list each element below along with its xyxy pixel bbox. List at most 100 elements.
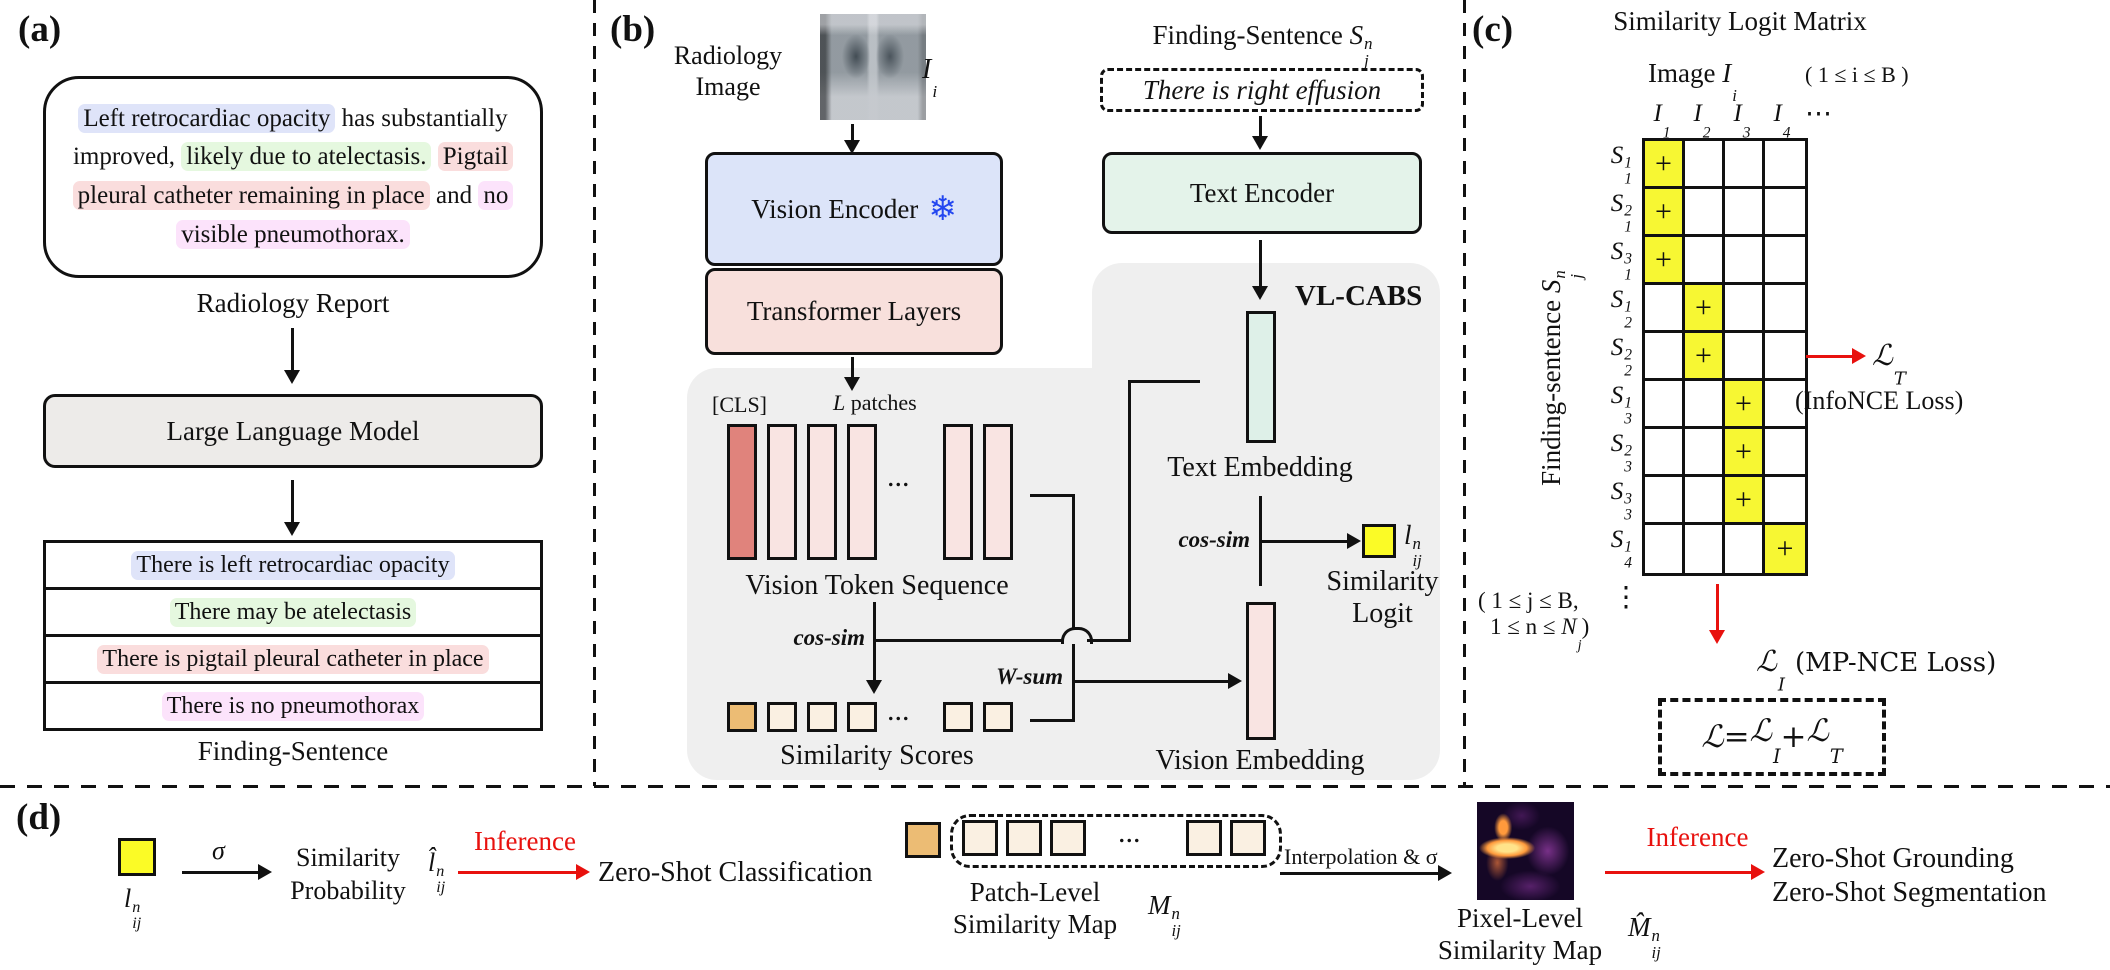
- vision-token-caption: Vision Token Sequence: [745, 570, 1009, 601]
- similarity-logit-caption-line2: Logit: [1352, 598, 1413, 630]
- panel-d-tag: (d): [16, 797, 62, 838]
- arrow-matrix-to-li: [1716, 584, 1719, 632]
- finding-sentence-row: There is left retrocardiac opacity: [46, 543, 540, 587]
- zero-shot-grounding-label: Zero-Shot Grounding: [1772, 843, 2014, 874]
- connector-tokens-down: [873, 602, 876, 682]
- arrow-interpolation: [1280, 872, 1440, 875]
- matrix-column-ellipsis: ⋯: [1805, 98, 1832, 128]
- radiology-report-caption: Radiology Report: [196, 288, 390, 318]
- matrix-row: +: [1645, 525, 1805, 573]
- arrow-text-encoder-down-head: [1252, 286, 1268, 300]
- zero-shot-classification-label: Zero-Shot Classification: [598, 857, 873, 888]
- matrix-cell: +: [1645, 237, 1685, 285]
- similarity-score-square: [943, 702, 973, 732]
- panel-separator-a-b: [593, 0, 596, 786]
- patch-level-caption: Patch-Level Similarity Map: [935, 876, 1135, 941]
- similarity-score-square: [727, 702, 757, 732]
- arrow-text-encoder-down: [1259, 240, 1262, 288]
- report-segment: likely due to atelectasis.: [181, 142, 432, 172]
- matrix-row: +: [1645, 333, 1805, 381]
- interpolation-label: Interpolation & σ: [1284, 844, 1438, 869]
- cos-sim-label-2: cos-sim: [1178, 527, 1250, 552]
- matrix-row: +: [1645, 285, 1805, 333]
- text-encoder-label: Text Encoder: [1189, 177, 1335, 208]
- report-segment: [431, 143, 437, 170]
- vl-cabs-title: VL-CABS: [1295, 280, 1423, 312]
- similarity-score-square: [767, 702, 797, 732]
- patch-token-bar: [983, 424, 1013, 560]
- arrow-report-to-llm-head: [284, 370, 300, 384]
- matrix-row: +: [1645, 429, 1805, 477]
- similarity-score-square: [983, 702, 1013, 732]
- arrow-inference-2-head: [1751, 864, 1765, 880]
- matrix-cell: +: [1725, 477, 1765, 525]
- finding-sentence-axis-text: Finding-sentence: [1535, 293, 1566, 486]
- arrow-llm-to-sentences: [291, 480, 294, 524]
- radiology-report-box: Left retrocardiac opacity has substantia…: [43, 76, 543, 278]
- arrow-interpolation-head: [1438, 865, 1452, 881]
- lt-loss-name: (InfoNCE Loss): [1795, 386, 1964, 415]
- patch-map-square: [1006, 820, 1042, 856]
- matrix-cell: [1685, 429, 1725, 477]
- connector-scores-right: [1030, 719, 1075, 722]
- matrix-cell: +: [1765, 525, 1805, 573]
- text-embedding-bar: [1246, 311, 1276, 443]
- cos-sim-label-1: cos-sim: [793, 625, 865, 650]
- w-sum-label: W-sum: [996, 664, 1063, 689]
- matrix-cell: [1725, 141, 1765, 189]
- vision-encoder-box: Vision Encoder ❄: [705, 152, 1003, 266]
- arrow-sentence-to-text-encoder: [1259, 116, 1262, 138]
- finding-sentence-text: There is no pneumothorax: [161, 691, 425, 721]
- matrix-cell: +: [1645, 189, 1685, 237]
- similarity-probability-caption: Similarity Probability: [278, 842, 418, 907]
- arrow-matrix-to-lt-head: [1852, 348, 1866, 364]
- logit-square-d: [118, 838, 156, 876]
- arrow-transformer-to-tokens-head: [844, 377, 860, 391]
- matrix-cell: [1685, 525, 1725, 573]
- patch-map-square: [1230, 820, 1266, 856]
- connector-cossim-horizontal-1: [874, 639, 1064, 642]
- text-embedding-caption: Text Embedding: [1167, 452, 1353, 483]
- patch-map-dashed-box: [950, 814, 1282, 868]
- patch-map-squares: ...: [950, 814, 1282, 868]
- arrow-sentence-to-text-encoder-head: [1252, 136, 1268, 150]
- matrix-cell: [1685, 237, 1725, 285]
- score-ellipsis: ...: [887, 694, 910, 727]
- panel-b-tag: (b): [610, 9, 656, 50]
- matrix-cell: [1765, 237, 1805, 285]
- matrix-vertical-ellipsis: ⋮: [1612, 582, 1640, 613]
- patch-token-bar: [767, 424, 797, 560]
- arrow-to-similarity-scores-head: [866, 680, 882, 694]
- transformer-layers-label: Transformer Layers: [746, 296, 962, 326]
- connector-wsum-vertical: [1072, 494, 1075, 722]
- llm-label: Large Language Model: [166, 415, 420, 446]
- li-loss-name: (MP-NCE Loss): [1795, 648, 1997, 678]
- finding-sentence-row: There is pigtail pleural catheter in pla…: [46, 634, 540, 681]
- panel-separator-horizontal: [0, 785, 2110, 788]
- total-loss-l: ℒ: [1701, 719, 1724, 755]
- arrow-image-to-vision-encoder-head: [844, 140, 860, 154]
- arrow-report-to-llm: [291, 328, 294, 372]
- matrix-row: +: [1645, 189, 1805, 237]
- finding-sentence-row: There is no pneumothorax: [46, 681, 540, 728]
- arrow-cossim2-to-logit: [1259, 540, 1349, 543]
- patch-map-square: [962, 820, 998, 856]
- sigma-label: σ: [212, 836, 225, 865]
- vision-embedding-bar: [1246, 602, 1276, 740]
- panel-c-tag: (c): [1472, 9, 1514, 50]
- example-sentence-text: There is right effusion: [1142, 74, 1382, 105]
- report-segment: Left retrocardiac opacity: [78, 103, 336, 133]
